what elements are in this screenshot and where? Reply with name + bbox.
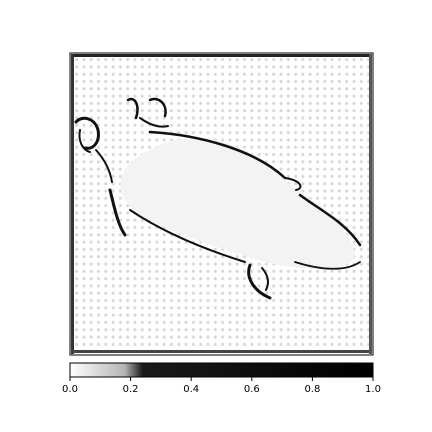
heatmap-image: [70, 53, 373, 355]
colorbar-gradient: [69, 362, 374, 378]
left-edge-artifact: [71, 54, 74, 354]
right-edge-artifact: [369, 54, 372, 354]
colorbar-ticks: 0.0 0.2 0.4 0.6 0.8 1.0: [62, 377, 381, 395]
colorbar: 0.0 0.2 0.4 0.6 0.8 1.0: [62, 362, 381, 395]
object-body-texture: [120, 137, 355, 270]
top-edge-artifact: [71, 54, 372, 57]
heatmap-frame: [69, 52, 374, 356]
colorbar-tick-label: 0.0: [62, 384, 78, 395]
colorbar-tick-label: 1.0: [365, 384, 381, 395]
colorbar-tick-label: 0.8: [304, 384, 320, 395]
object-edges: [74, 97, 362, 300]
colorbar-tick-label: 0.6: [244, 384, 260, 395]
colorbar-tick-label: 0.4: [183, 384, 199, 395]
colorbar-tick-label: 0.2: [123, 384, 139, 395]
bottom-edge-artifact: [71, 350, 372, 353]
